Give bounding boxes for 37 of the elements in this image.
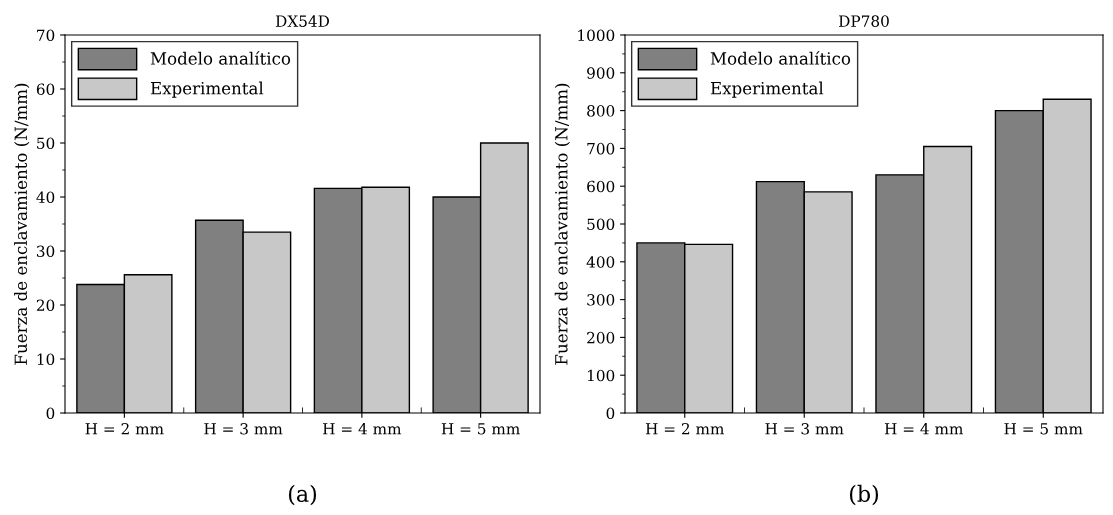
legend-label: Experimental	[150, 81, 264, 98]
y-tick-label: 300	[587, 294, 615, 306]
chart-title: DX54D	[275, 15, 330, 27]
y-tick-label: 40	[36, 191, 55, 204]
x-tick-label: H = 5 mm	[1004, 423, 1083, 435]
y-tick-label: 900	[587, 67, 615, 79]
y-tick-label: 20	[36, 299, 55, 312]
y-tick-label: 100	[587, 369, 615, 382]
x-tick-label: H = 2 mm	[85, 422, 164, 435]
y-axis-title: Fuerza de enclavamiento (N/mm)	[554, 83, 570, 365]
y-tick-label: 0	[606, 407, 615, 420]
y-tick-label: 30	[37, 245, 55, 258]
chart-title: DP780	[839, 15, 889, 27]
y-tick-label: 60	[36, 83, 55, 96]
text: (b)	[849, 484, 879, 506]
legend-label: Experimental	[710, 81, 824, 98]
y-tick-label: 0	[46, 407, 55, 420]
y-tick-label: 800	[587, 105, 615, 117]
y-tick-label: 600	[587, 180, 615, 193]
y-tick-label: 50	[37, 137, 55, 150]
x-tick-label: H = 4 mm	[323, 422, 402, 435]
x-tick-label: H = 5 mm	[441, 423, 520, 435]
y-tick-label: 400	[586, 256, 615, 268]
x-tick-label: H = 3 mm	[765, 422, 844, 435]
x-tick-label: H = 4 mm	[884, 422, 964, 435]
y-axis-title: Fuerza de enclavamiento (N/mm)	[14, 83, 30, 365]
legend-label: Modelo analítico	[150, 51, 291, 65]
x-tick-label: H = 3 mm	[204, 422, 283, 435]
y-tick-label: 70	[37, 29, 55, 42]
y-tick-label: 1000	[578, 29, 615, 42]
y-tick-label: 500	[587, 218, 615, 231]
y-tick-label: 10	[37, 353, 55, 366]
legend-label: Modelo analítico	[710, 51, 851, 65]
text: (a)	[288, 484, 317, 506]
y-tick-label: 200	[587, 331, 615, 344]
x-tick-label: H = 2 mm	[645, 422, 725, 435]
y-tick-label: 700	[587, 142, 615, 155]
